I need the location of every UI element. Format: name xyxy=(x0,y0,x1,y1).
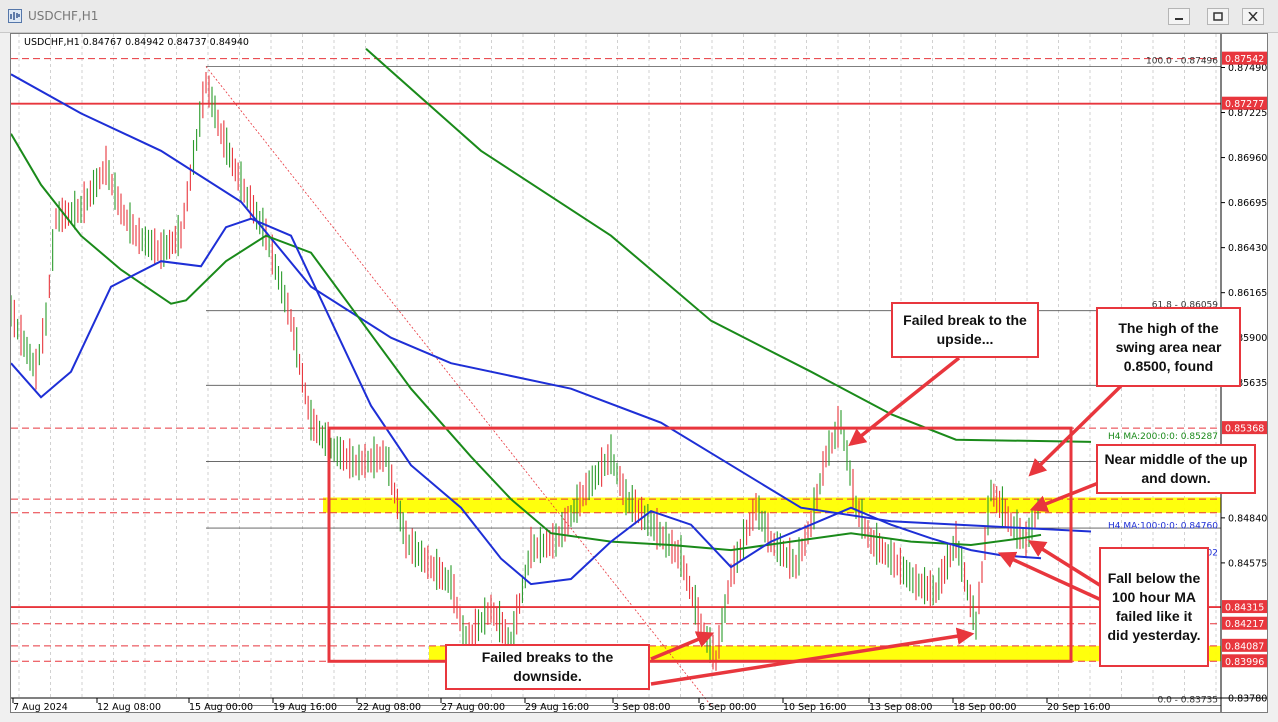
price-tag-6: 0.83996 xyxy=(1225,657,1264,668)
ohlc-label: USDCHF,H1 0.84767 0.84942 0.84737 0.8494… xyxy=(24,37,249,48)
ma-h4-100 xyxy=(11,73,1092,533)
price-tag-bg-5 xyxy=(1222,638,1267,652)
price-tag-bg-0 xyxy=(1222,51,1267,65)
x-tick-label-7: 3 Sep 08:00 xyxy=(613,702,670,712)
price-tag-5: 0.84087 xyxy=(1225,641,1264,652)
x-tick-label-3: 19 Aug 16:00 xyxy=(273,702,337,712)
price-tag-bg-3 xyxy=(1222,600,1267,614)
price-tag-1: 0.87277 xyxy=(1225,99,1264,110)
x-tick-label-2: 15 Aug 00:00 xyxy=(189,702,253,712)
price-tag-bg-2 xyxy=(1222,421,1267,435)
x-tick-label-6: 29 Aug 16:00 xyxy=(525,702,589,712)
x-tick-label-5: 27 Aug 00:00 xyxy=(441,702,505,712)
maximize-button[interactable] xyxy=(1207,8,1229,25)
price-tag-0: 0.87542 xyxy=(1225,54,1264,65)
close-icon xyxy=(1248,12,1258,21)
callout-arrow-1 xyxy=(1028,384,1123,477)
price-tag-bg-4 xyxy=(1222,616,1267,630)
close-button[interactable] xyxy=(1242,8,1264,25)
y-tick-label-7: 0.85635 xyxy=(1228,378,1267,389)
y-tick-label-0: 0.87490 xyxy=(1228,63,1267,74)
ma-h1-200 xyxy=(11,133,1042,552)
x-tick-label-12: 20 Sep 16:00 xyxy=(1047,702,1110,712)
swing-box xyxy=(327,426,1073,663)
x-tick-label-0: 7 Aug 2024 xyxy=(13,702,68,712)
fib-label-1: 61.8 - 0.86059 xyxy=(1152,301,1218,311)
y-tick-label-3: 0.86695 xyxy=(1228,198,1267,209)
callout-arrow-3 xyxy=(1028,540,1107,591)
callout-fall-below: Fall below the 100 hour MA failed like i… xyxy=(1099,547,1209,667)
callout-swing-high: The high of the swing area near 0.8500, … xyxy=(1096,307,1241,387)
y-tick-label-10: 0.83780 xyxy=(1228,694,1267,705)
x-tick-label-4: 22 Aug 08:00 xyxy=(357,702,421,712)
callout-arrow-6 xyxy=(650,627,975,686)
y-tick-label-6: 0.85900 xyxy=(1228,333,1267,344)
x-tick-label-1: 12 Aug 08:00 xyxy=(97,702,161,712)
y-tick-label-5: 0.86165 xyxy=(1228,288,1267,299)
price-tag-3: 0.84315 xyxy=(1225,603,1264,614)
y-tick-label-4: 0.86430 xyxy=(1228,243,1267,254)
fib-label-5: 0.0 - 0.83735 xyxy=(1158,696,1219,706)
callout-arrow-2 xyxy=(1029,480,1102,512)
price-tag-2: 0.85368 xyxy=(1225,424,1264,435)
callout-near-middle: Near middle of the up and down. xyxy=(1096,444,1256,494)
x-tick-label-9: 10 Sep 16:00 xyxy=(783,702,846,712)
price-tag-bg-6 xyxy=(1222,654,1267,668)
x-tick-label-10: 13 Sep 08:00 xyxy=(869,702,932,712)
chart-window-icon xyxy=(8,9,22,23)
minimize-button[interactable] xyxy=(1168,8,1190,25)
restore-icon xyxy=(1213,12,1223,21)
fib-diagonal xyxy=(205,66,712,706)
y-tick-label-2: 0.86960 xyxy=(1228,153,1267,164)
title-bar: USDCHF,H1 xyxy=(0,0,1278,33)
price-tag-bg-1 xyxy=(1222,96,1267,110)
y-tick-label-1: 0.87225 xyxy=(1228,108,1267,119)
y-tick-label-9: 0.84575 xyxy=(1228,558,1267,569)
window-title: USDCHF,H1 xyxy=(28,9,99,23)
ma-label-0: H4 MA:200:0:0: 0.85287 xyxy=(1108,432,1218,442)
callout-arrow-5 xyxy=(650,631,715,661)
callout-arrow-0 xyxy=(848,356,961,447)
ma-h1-100 xyxy=(11,217,1042,586)
callout-failed-downside: Failed breaks to the downside. xyxy=(445,644,650,690)
ma-label-1: H4 MA:100:0:0: 0.84760 xyxy=(1108,521,1218,531)
x-tick-label-11: 18 Sep 00:00 xyxy=(953,702,1016,712)
minimize-icon xyxy=(1175,18,1183,20)
x-tick-label-8: 6 Sep 00:00 xyxy=(699,702,756,712)
ma-h4-200 xyxy=(365,48,1092,443)
price-tag-4: 0.84217 xyxy=(1225,619,1264,630)
callout-failed-upside: Failed break to the upside... xyxy=(891,302,1039,358)
y-tick-label-8: 0.84840 xyxy=(1228,513,1267,524)
fib-label-0: 100.0 - 0.87496 xyxy=(1146,56,1218,66)
